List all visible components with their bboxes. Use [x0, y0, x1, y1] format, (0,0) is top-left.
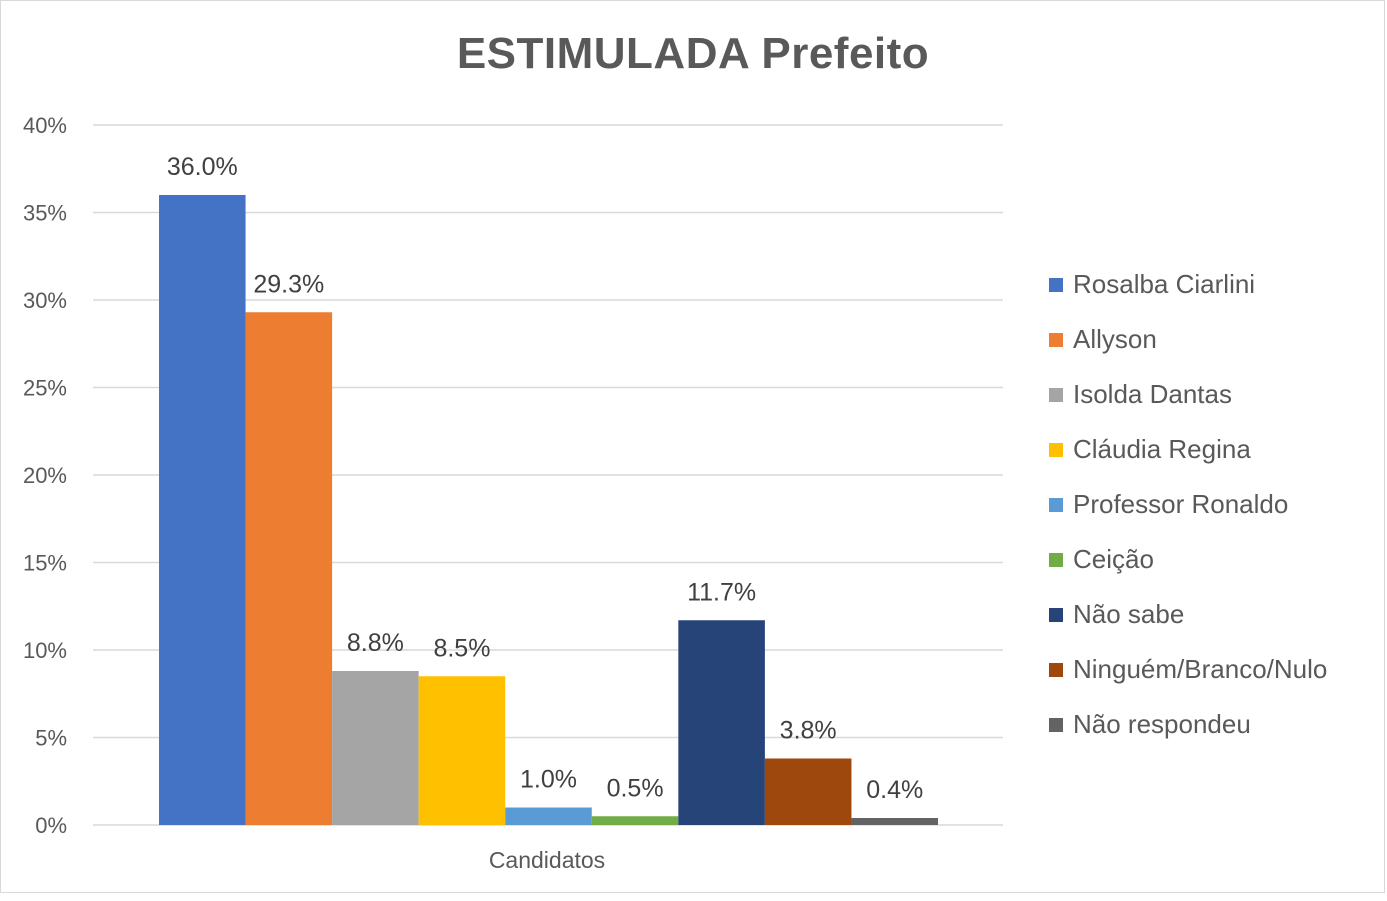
- y-tick-label: 15%: [23, 551, 67, 576]
- data-label: 8.5%: [433, 634, 490, 662]
- legend-swatch: [1049, 607, 1063, 622]
- legend-item: Isolda Dantas: [1049, 367, 1327, 422]
- legend-label: Ceição: [1073, 544, 1154, 574]
- y-tick-label: 35%: [23, 201, 67, 226]
- bar: [159, 195, 246, 825]
- data-label: 3.8%: [780, 717, 837, 745]
- bars: [159, 195, 938, 825]
- bar: [505, 807, 592, 825]
- y-axis-ticks: 0% 5% 10% 15% 20% 25% 30% 35% 40%: [23, 113, 67, 838]
- legend-item: Não respondeu: [1049, 697, 1327, 752]
- legend-item: Cláudia Regina: [1049, 422, 1327, 477]
- bar: [418, 676, 506, 825]
- y-tick-label: 40%: [23, 113, 67, 138]
- legend: Rosalba Ciarlini Allyson Isolda Dantas Cláu…: [1049, 257, 1327, 752]
- legend-label: Rosalba Ciarlini: [1073, 269, 1256, 299]
- legend-item: Allyson: [1049, 312, 1327, 367]
- y-tick-label: 5%: [35, 726, 67, 751]
- chart-title: ESTIMULADA Prefeito: [456, 29, 930, 78]
- y-tick-label: 10%: [23, 638, 67, 663]
- data-label: 0.5%: [607, 774, 664, 802]
- bar: [245, 312, 333, 825]
- legend-swatch: [1049, 552, 1063, 567]
- legend-item: Não sabe: [1049, 587, 1327, 642]
- legend-swatch: [1049, 277, 1063, 292]
- bar: [851, 818, 938, 825]
- data-label: 1.0%: [520, 766, 577, 794]
- legend-label: Ninguém/Branco/Nulo: [1073, 654, 1328, 684]
- legend-swatch: [1049, 662, 1063, 677]
- data-label: 0.4%: [866, 776, 923, 804]
- y-tick-label: 20%: [23, 463, 67, 488]
- legend-label: Professor Ronaldo: [1073, 489, 1289, 519]
- bar: [591, 816, 679, 825]
- data-label: 29.3%: [253, 270, 324, 298]
- legend-item: Ceição: [1049, 532, 1327, 587]
- legend-swatch: [1049, 387, 1063, 402]
- legend-item: Professor Ronaldo: [1049, 477, 1327, 532]
- bar: [764, 758, 852, 825]
- data-label: 36.0%: [167, 153, 238, 181]
- legend-item: Rosalba Ciarlini: [1049, 257, 1327, 312]
- legend-label: Cláudia Regina: [1073, 434, 1251, 464]
- y-tick-label: 0%: [35, 813, 67, 838]
- legend-label: Allyson: [1073, 324, 1157, 354]
- legend-label: Isolda Dantas: [1073, 379, 1232, 409]
- data-labels: 36.0% 29.3% 8.8% 8.5% 1.0% 0.5% 11.7% 3.8% 0.4%: [167, 153, 923, 804]
- legend-swatch: [1049, 717, 1063, 732]
- legend-item: Ninguém/Branco/Nulo: [1049, 642, 1327, 697]
- legend-swatch: [1049, 332, 1063, 347]
- legend-swatch: [1049, 497, 1063, 512]
- legend-label: Não sabe: [1073, 599, 1185, 629]
- y-tick-label: 25%: [23, 376, 67, 401]
- data-label: 11.7%: [687, 578, 756, 606]
- y-tick-label: 30%: [23, 288, 67, 313]
- legend-label: Não respondeu: [1073, 709, 1251, 739]
- bar: [332, 671, 419, 825]
- bar: [678, 620, 765, 825]
- x-axis-category-label: Candidatos: [489, 847, 605, 873]
- data-label: 8.8%: [347, 629, 404, 657]
- legend-swatch: [1049, 442, 1063, 457]
